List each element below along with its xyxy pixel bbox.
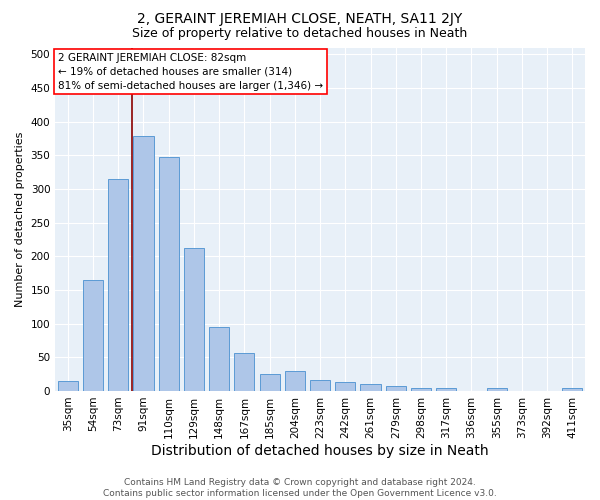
Bar: [83, 280, 103, 391]
Bar: [436, 388, 457, 391]
Bar: [260, 374, 280, 391]
Text: Contains HM Land Registry data © Crown copyright and database right 2024.
Contai: Contains HM Land Registry data © Crown c…: [103, 478, 497, 498]
Bar: [487, 388, 507, 391]
Bar: [108, 179, 128, 391]
Bar: [235, 353, 254, 391]
Bar: [361, 384, 380, 391]
Bar: [58, 381, 78, 391]
X-axis label: Distribution of detached houses by size in Neath: Distribution of detached houses by size …: [151, 444, 489, 458]
Text: Size of property relative to detached houses in Neath: Size of property relative to detached ho…: [133, 28, 467, 40]
Bar: [133, 136, 154, 391]
Text: 2 GERAINT JEREMIAH CLOSE: 82sqm
← 19% of detached houses are smaller (314)
81% o: 2 GERAINT JEREMIAH CLOSE: 82sqm ← 19% of…: [58, 52, 323, 90]
Bar: [411, 388, 431, 391]
Bar: [209, 327, 229, 391]
Bar: [335, 382, 355, 391]
Y-axis label: Number of detached properties: Number of detached properties: [15, 132, 25, 307]
Bar: [386, 386, 406, 391]
Text: 2, GERAINT JEREMIAH CLOSE, NEATH, SA11 2JY: 2, GERAINT JEREMIAH CLOSE, NEATH, SA11 2…: [137, 12, 463, 26]
Bar: [310, 380, 330, 391]
Bar: [285, 372, 305, 391]
Bar: [562, 388, 583, 391]
Bar: [184, 248, 204, 391]
Bar: [158, 156, 179, 391]
